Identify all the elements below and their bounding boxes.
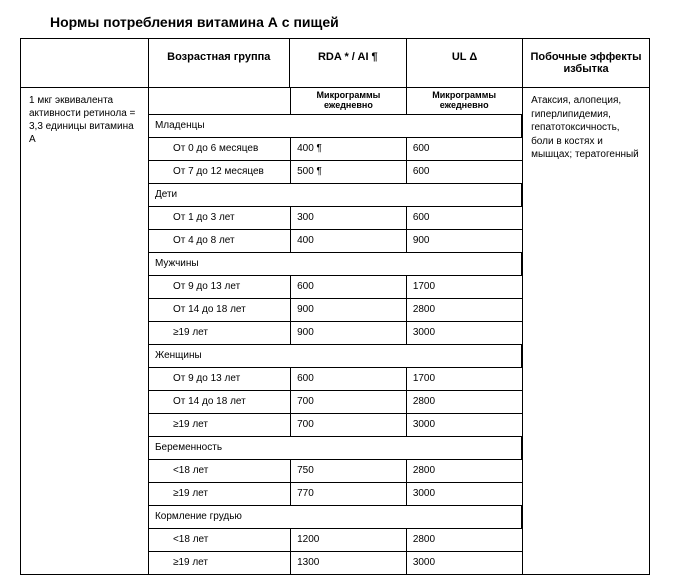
cell-ul: 3000 [406,482,521,505]
cell-age: От 14 до 18 лет [149,390,291,413]
cell-ul: 2800 [406,459,521,482]
group-label: Мужчины [149,252,522,275]
cell-ul: 900 [406,229,521,252]
unit-ul: Микрограммыежедневно [406,88,521,114]
cell-ul: 3000 [406,413,521,436]
table-row: От 4 до 8 лет400900 [149,229,522,252]
cell-rda: 900 [291,298,407,321]
page-title: Нормы потребления витамина А с пищей [50,14,661,30]
cell-ul: 600 [406,206,521,229]
col-age-header: Возрастная группа [148,39,289,88]
table-row: От 9 до 13 лет6001700 [149,275,522,298]
cell-age: ≥19 лет [149,482,291,505]
unit-rda: Микрограммыежедневно [291,88,407,114]
cell-ul: 600 [406,160,521,183]
cell-rda: 400 ¶ [291,137,407,160]
cell-rda: 400 [291,229,407,252]
col-rda-header: RDA * / AI ¶ [289,39,406,88]
group-label: Дети [149,183,522,206]
cell-age: От 7 до 12 месяцев [149,160,291,183]
cell-rda: 500 ¶ [291,160,407,183]
unit-empty [149,88,291,114]
cell-rda: 750 [291,459,407,482]
col-side-header: Побочные эффекты избытка [523,39,650,88]
cell-age: <18 лет [149,459,291,482]
cell-age: От 4 до 8 лет [149,229,291,252]
cell-rda: 900 [291,321,407,344]
cell-age: От 9 до 13 лет [149,275,291,298]
cell-ul: 2800 [406,528,521,551]
cell-ul: 2800 [406,390,521,413]
group-label: Беременность [149,436,522,459]
table-row: ≥19 лет7003000 [149,413,522,436]
cell-age: ≥19 лет [149,321,291,344]
side-effects: Атаксия, алопеция, гиперлипидемия, гепат… [523,88,650,575]
cell-ul: 3000 [406,551,521,574]
cell-age: <18 лет [149,528,291,551]
group-label: Младенцы [149,114,522,137]
table-row: От 0 до 6 месяцев400 ¶600 [149,137,522,160]
cell-rda: 770 [291,482,407,505]
cell-rda: 1300 [291,551,407,574]
cell-ul: 600 [406,137,521,160]
table-row: От 7 до 12 месяцев500 ¶600 [149,160,522,183]
cell-rda: 700 [291,390,407,413]
cell-ul: 1700 [406,275,521,298]
cell-rda: 300 [291,206,407,229]
cell-age: От 1 до 3 лет [149,206,291,229]
cell-age: От 0 до 6 месяцев [149,137,291,160]
cell-age: От 9 до 13 лет [149,367,291,390]
cell-ul: 3000 [406,321,521,344]
cell-rda: 700 [291,413,407,436]
table-row: От 14 до 18 лет9002800 [149,298,522,321]
cell-ul: 2800 [406,298,521,321]
table-row: ≥19 лет7703000 [149,482,522,505]
cell-age: ≥19 лет [149,551,291,574]
table-row: От 1 до 3 лет300600 [149,206,522,229]
col-ul-header: UL Δ [407,39,523,88]
intake-table: Возрастная группа RDA * / AI ¶ UL Δ Побо… [20,38,650,575]
table-row: ≥19 лет13003000 [149,551,522,574]
cell-rda: 600 [291,367,407,390]
cell-rda: 600 [291,275,407,298]
col-note-header [21,39,149,88]
table-row: ≥19 лет9003000 [149,321,522,344]
table-row: <18 лет12002800 [149,528,522,551]
table-row: От 14 до 18 лет7002800 [149,390,522,413]
cell-age: ≥19 лет [149,413,291,436]
group-label: Женщины [149,344,522,367]
table-row: От 9 до 13 лет6001700 [149,367,522,390]
cell-ul: 1700 [406,367,521,390]
table-row: <18 лет7502800 [149,459,522,482]
group-label: Кормление грудью [149,505,522,528]
equivalence-note: 1 мкг эквивалента активности ретинола = … [21,88,149,575]
cell-rda: 1200 [291,528,407,551]
cell-age: От 14 до 18 лет [149,298,291,321]
data-block: МикрограммыежедневноМикрограммыежедневно… [148,88,522,575]
